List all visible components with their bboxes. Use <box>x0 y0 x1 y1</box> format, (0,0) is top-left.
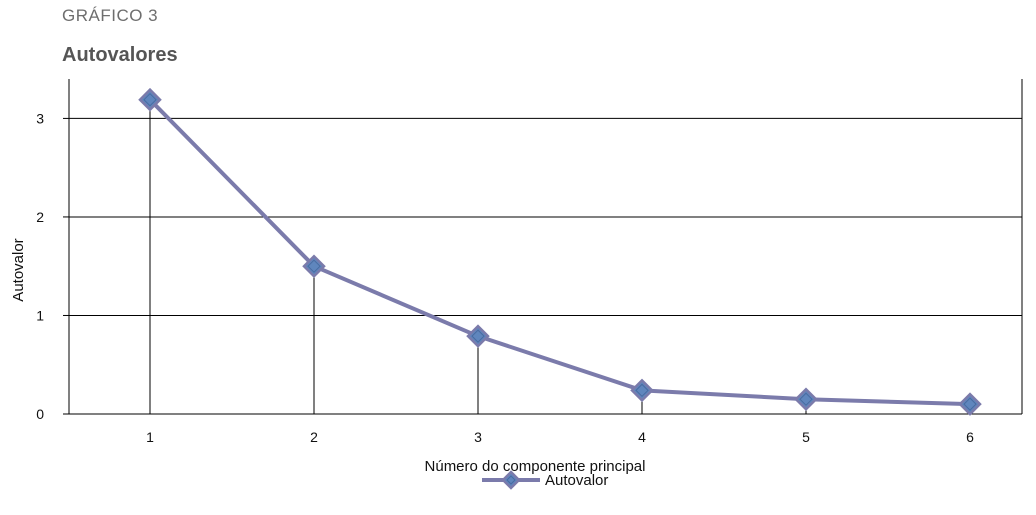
series-line-autovalor <box>148 98 971 407</box>
x-tick-label-3: 3 <box>474 429 482 445</box>
y-tick-label-0: 0 <box>36 406 44 422</box>
y-axis-title: Autovalor <box>10 238 27 301</box>
legend: Autovalor <box>482 470 608 490</box>
series-autovalor <box>138 87 982 416</box>
grid-lines <box>69 117 1022 316</box>
data-point-4 <box>630 378 654 403</box>
legend-label-autovalor: Autovalor <box>545 472 608 489</box>
x-tick-label-2: 2 <box>310 429 318 445</box>
data-point-1 <box>138 87 162 112</box>
data-point-6 <box>958 392 982 416</box>
data-point-3 <box>466 324 490 348</box>
data-point-2 <box>302 254 326 278</box>
chart-title: Autovalores <box>62 44 178 66</box>
y-tick-label-2: 2 <box>36 209 44 225</box>
tick-labels: 0 1 2 3 1 2 3 4 5 6 <box>36 110 974 445</box>
legend-marker-swatch <box>501 470 521 490</box>
data-point-5 <box>794 387 818 411</box>
plot-frame <box>63 79 1023 415</box>
x-tick-label-5: 5 <box>802 429 810 445</box>
x-tick-label-4: 4 <box>638 429 646 445</box>
y-tick-label-1: 1 <box>36 307 44 323</box>
x-tick-label-6: 6 <box>966 429 974 445</box>
drop-lines <box>149 99 971 414</box>
chart-kicker: GRÁFICO 3 <box>62 6 159 25</box>
y-tick-label-3: 3 <box>36 110 44 126</box>
x-tick-label-1: 1 <box>146 429 154 445</box>
x-axis-title: Número do componente principal <box>425 458 646 475</box>
